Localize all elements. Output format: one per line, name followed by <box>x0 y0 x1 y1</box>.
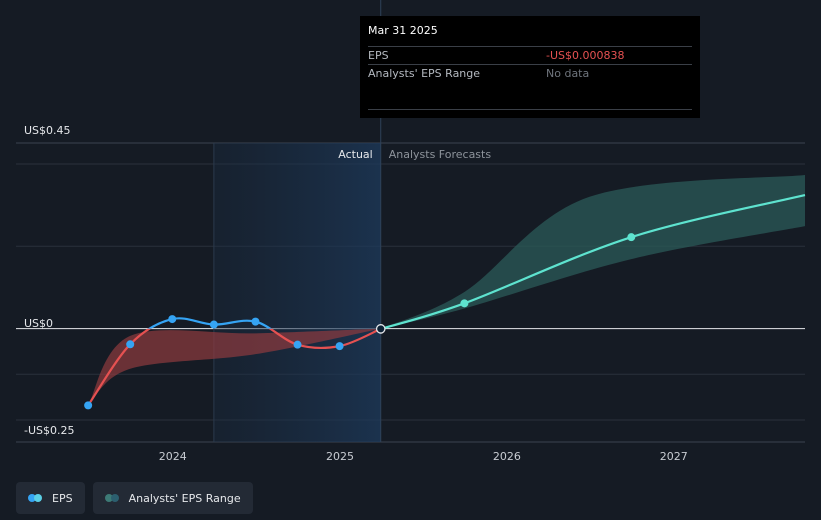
eps-point <box>168 315 177 324</box>
legend-range-label: Analysts' EPS Range <box>128 491 241 505</box>
tooltip-divider <box>368 109 692 110</box>
tooltip-range-row: Analysts' EPS Range No data <box>368 64 692 82</box>
eps-point <box>251 317 260 326</box>
eps-point <box>293 340 302 349</box>
eps-point <box>209 320 218 329</box>
x-tick-label: 2027 <box>660 450 688 463</box>
forecast-point <box>460 299 469 308</box>
eps-line-positive <box>147 317 381 329</box>
y-tick-label: US$0.45 <box>24 124 71 137</box>
legend-eps-button[interactable]: EPS <box>16 482 85 514</box>
forecast-region-label: Analysts Forecasts <box>389 148 492 161</box>
forecast-point <box>627 233 636 242</box>
tooltip-range-label: Analysts' EPS Range <box>368 67 481 80</box>
current-eps-point <box>375 324 386 334</box>
tooltip-date: Mar 31 2025 <box>368 24 438 37</box>
tooltip-eps-row: EPS -US$0.000838 <box>368 46 692 64</box>
eps-point <box>84 401 93 410</box>
legend-range-button[interactable]: Analysts' EPS Range <box>92 482 253 514</box>
y-tick-label: US$0 <box>24 317 53 330</box>
tooltip-eps-value: -US$0.000838 <box>546 49 625 62</box>
forecast-line <box>380 194 806 330</box>
tooltip-range-value: No data <box>546 67 590 80</box>
line-layer <box>84 194 806 410</box>
past-window-shade <box>213 143 381 442</box>
eps-tooltip: Mar 31 2025 EPS -US$0.000838 Analysts' E… <box>360 16 700 118</box>
y-tick-label: -US$0.25 <box>24 424 75 437</box>
eps-point <box>126 340 135 349</box>
tooltip-eps-label: EPS <box>368 49 389 62</box>
x-tick-label: 2024 <box>159 450 187 463</box>
chart-legend: EPS Analysts' EPS Range <box>16 482 253 514</box>
range-legend-icon <box>104 494 121 502</box>
legend-eps-label: EPS <box>52 491 73 505</box>
eps-point <box>335 342 344 351</box>
label-layer: US$0.45 US$0 -US$0.25 2024 2025 2026 2027 Actua… <box>24 124 688 463</box>
x-tick-label: 2026 <box>493 450 521 463</box>
actual-region-label: Actual <box>338 148 372 161</box>
past-range-band <box>88 328 381 406</box>
eps-legend-icon <box>28 494 44 502</box>
x-tick-label: 2025 <box>326 450 354 463</box>
